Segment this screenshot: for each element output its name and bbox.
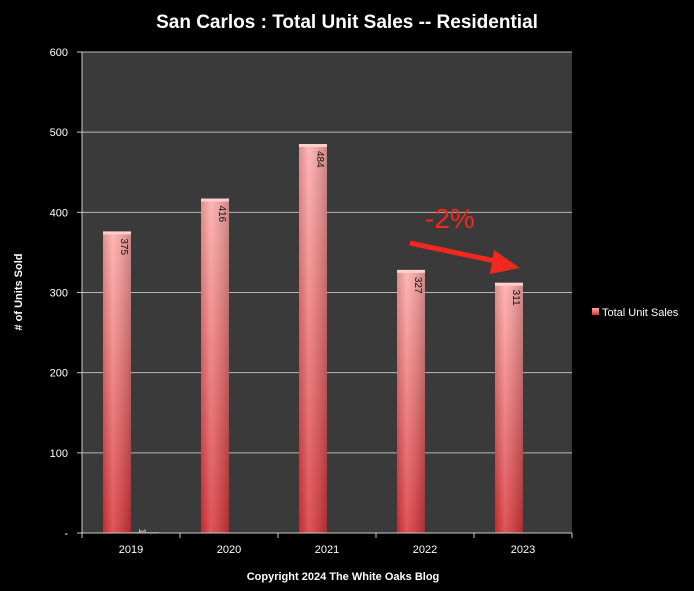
data-label: 1	[136, 528, 147, 534]
y-tick-label: 200	[50, 368, 68, 380]
bar-cap	[299, 143, 327, 147]
x-axis-label: Copyright 2024 The White Oaks Blog	[247, 571, 440, 583]
bar-shade	[299, 144, 327, 533]
annotation-arrow	[409, 240, 520, 274]
y-tick-label: 100	[50, 448, 68, 460]
data-label: 484	[314, 151, 325, 168]
bar-cap	[103, 231, 131, 235]
y-tick-label: 400	[50, 207, 68, 219]
legend-label: Total Unit Sales	[602, 307, 679, 319]
bar-shade	[495, 283, 523, 533]
x-tick-label: 2022	[413, 544, 437, 556]
annotation-text: -2%	[425, 203, 475, 234]
data-label: 311	[510, 290, 521, 306]
legend-swatch	[592, 308, 599, 315]
y-tick-label: 300	[50, 288, 68, 300]
y-tick-label: -	[64, 528, 68, 540]
bar-cap	[201, 198, 229, 202]
bar-shade	[397, 270, 425, 533]
x-tick-label: 2023	[511, 544, 535, 556]
data-label: 416	[216, 206, 227, 223]
legend: Total Unit Sales	[592, 307, 679, 319]
y-tick-label: 500	[50, 127, 68, 139]
bar-shade	[201, 199, 229, 534]
x-tick-label: 2020	[217, 544, 241, 556]
bar-cap	[495, 282, 523, 286]
x-tick-label: 2019	[119, 544, 143, 556]
bar-cap	[397, 269, 425, 273]
chart-title: San Carlos : Total Unit Sales -- Residen…	[156, 12, 538, 33]
y-tick-label: 600	[50, 47, 68, 59]
x-tick-label: 2021	[315, 544, 339, 556]
bar-shade	[103, 232, 131, 533]
data-label: 375	[118, 238, 129, 255]
data-label: 327	[412, 277, 423, 294]
y-axis-label: # of Units Sold	[13, 254, 25, 331]
